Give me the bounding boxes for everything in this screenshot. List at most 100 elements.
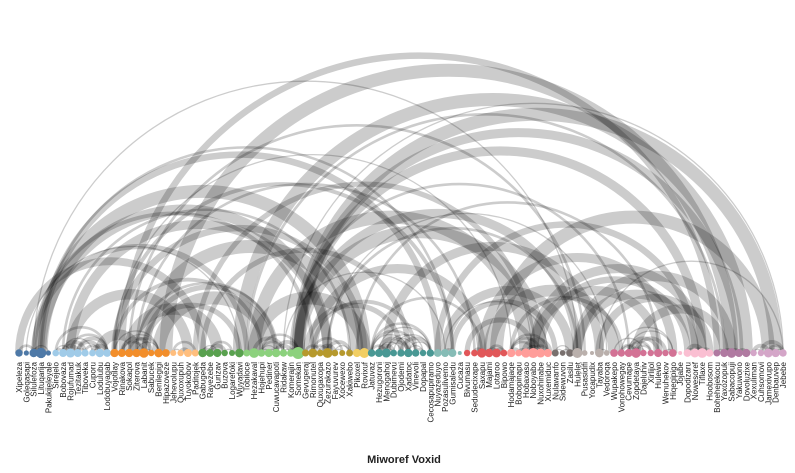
node-dot[interactable] bbox=[15, 349, 23, 357]
node-dot[interactable] bbox=[257, 349, 266, 357]
node-dot[interactable] bbox=[697, 348, 708, 358]
node-dot[interactable] bbox=[705, 349, 714, 357]
node-dot[interactable] bbox=[292, 347, 305, 359]
node-dot[interactable] bbox=[381, 348, 391, 358]
node-dot[interactable] bbox=[52, 349, 60, 357]
node-dot[interactable] bbox=[528, 347, 539, 359]
node-dot[interactable] bbox=[507, 348, 516, 358]
node-dot[interactable] bbox=[734, 349, 743, 357]
node-dot[interactable] bbox=[73, 349, 82, 357]
node-dot[interactable] bbox=[390, 349, 397, 357]
node-dot[interactable] bbox=[662, 349, 669, 357]
node-dot[interactable] bbox=[213, 348, 222, 358]
node-dot[interactable] bbox=[271, 348, 281, 358]
node-dot[interactable] bbox=[132, 348, 141, 358]
node-dot[interactable] bbox=[404, 348, 413, 358]
node-dot[interactable] bbox=[322, 348, 333, 358]
node-dot[interactable] bbox=[471, 349, 478, 357]
node-dot[interactable] bbox=[624, 349, 633, 357]
node-dot[interactable] bbox=[367, 349, 376, 357]
node-dot[interactable] bbox=[162, 349, 170, 357]
node-dot[interactable] bbox=[89, 349, 96, 357]
node-dot[interactable] bbox=[81, 349, 89, 357]
node-dot[interactable] bbox=[419, 349, 427, 357]
node-dot[interactable] bbox=[235, 348, 244, 358]
node-dot[interactable] bbox=[720, 348, 729, 358]
node-dot[interactable] bbox=[191, 349, 199, 357]
node-dot[interactable] bbox=[763, 348, 773, 358]
node-dot[interactable] bbox=[308, 348, 318, 358]
node-dot[interactable] bbox=[426, 349, 435, 357]
node-dot[interactable] bbox=[352, 348, 362, 358]
node-dot[interactable] bbox=[668, 349, 677, 357]
node-dot[interactable] bbox=[566, 349, 574, 357]
node-dot[interactable] bbox=[170, 349, 177, 357]
node-dot[interactable] bbox=[139, 348, 149, 358]
node-dot[interactable] bbox=[59, 349, 68, 357]
node-dot[interactable] bbox=[397, 349, 405, 357]
node-dot[interactable] bbox=[243, 349, 251, 357]
node-dot[interactable] bbox=[678, 351, 683, 355]
node-dot[interactable] bbox=[448, 349, 457, 357]
node-dot[interactable] bbox=[521, 348, 531, 358]
node-dot[interactable] bbox=[302, 349, 309, 357]
node-dot[interactable] bbox=[654, 348, 663, 358]
node-dot[interactable] bbox=[515, 349, 522, 357]
node-dot[interactable] bbox=[757, 349, 765, 357]
node-dot[interactable] bbox=[726, 348, 737, 358]
node-dot[interactable] bbox=[779, 349, 787, 357]
node-dot[interactable] bbox=[742, 348, 751, 358]
node-dot[interactable] bbox=[228, 349, 236, 357]
node-dot[interactable] bbox=[457, 351, 462, 355]
node-dot[interactable] bbox=[411, 349, 420, 357]
node-dot[interactable] bbox=[640, 349, 647, 357]
node-dot[interactable] bbox=[463, 349, 471, 357]
node-dot[interactable] bbox=[45, 350, 51, 356]
node-dot[interactable] bbox=[484, 348, 494, 358]
node-dot[interactable] bbox=[148, 349, 155, 357]
node-dot[interactable] bbox=[617, 349, 626, 357]
node-dot[interactable] bbox=[713, 349, 721, 357]
node-dot[interactable] bbox=[374, 349, 383, 357]
node-dot[interactable] bbox=[198, 348, 207, 358]
node-dot[interactable] bbox=[206, 349, 214, 357]
node-dot[interactable] bbox=[264, 348, 273, 358]
node-dot[interactable] bbox=[477, 348, 487, 358]
node-dot[interactable] bbox=[279, 349, 288, 357]
node-dot[interactable] bbox=[492, 348, 501, 358]
node-dot[interactable] bbox=[631, 348, 641, 358]
node-dot[interactable] bbox=[603, 350, 610, 356]
node-dot[interactable] bbox=[572, 348, 583, 358]
node-dot[interactable] bbox=[125, 348, 134, 358]
node-dot[interactable] bbox=[595, 348, 604, 358]
node-dot[interactable] bbox=[339, 349, 346, 357]
node-dot[interactable] bbox=[750, 349, 757, 357]
node-dot[interactable] bbox=[581, 350, 588, 356]
node-dot[interactable] bbox=[590, 351, 594, 355]
node-dot[interactable] bbox=[771, 348, 780, 358]
node-dot[interactable] bbox=[647, 349, 654, 357]
node-dot[interactable] bbox=[346, 349, 354, 357]
node-dot[interactable] bbox=[500, 349, 508, 357]
node-dot[interactable] bbox=[316, 349, 324, 357]
node-dot[interactable] bbox=[536, 348, 546, 358]
node-dot[interactable] bbox=[690, 348, 700, 358]
node-dot[interactable] bbox=[433, 349, 442, 357]
node-dot[interactable] bbox=[29, 348, 38, 358]
node-dot[interactable] bbox=[359, 348, 370, 358]
node-dot[interactable] bbox=[65, 348, 75, 358]
node-dot[interactable] bbox=[543, 348, 553, 358]
node-dot[interactable] bbox=[177, 349, 184, 357]
node-dot[interactable] bbox=[551, 349, 559, 357]
node-dot[interactable] bbox=[683, 349, 692, 357]
node-dot[interactable] bbox=[103, 349, 112, 357]
node-dot[interactable] bbox=[23, 350, 29, 356]
node-dot[interactable] bbox=[559, 350, 566, 356]
node-dot[interactable] bbox=[35, 347, 47, 359]
node-dot[interactable] bbox=[221, 349, 228, 357]
node-dot[interactable] bbox=[249, 348, 259, 358]
node-dot[interactable] bbox=[610, 349, 618, 357]
node-dot[interactable] bbox=[95, 348, 105, 358]
node-dot[interactable] bbox=[183, 349, 192, 357]
node-dot[interactable] bbox=[117, 349, 126, 357]
